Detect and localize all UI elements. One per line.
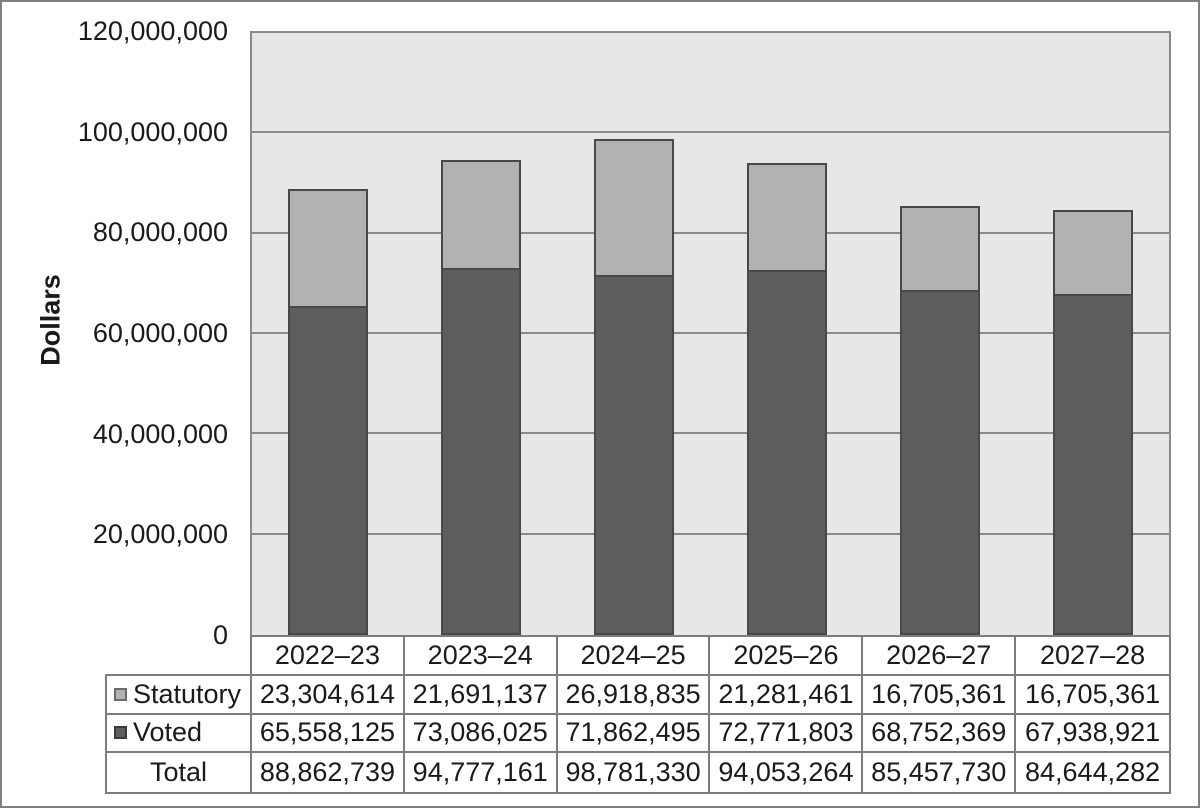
table-value-cell: 26,918,835 — [557, 676, 711, 715]
y-tick-label: 120,000,000 — [77, 16, 228, 46]
legend-swatch-voted-icon — [114, 726, 127, 740]
x-category-label: 2023–24 — [405, 637, 558, 674]
bar-segment-voted — [288, 306, 369, 635]
gridline — [252, 432, 1169, 435]
plot-area — [250, 31, 1171, 635]
data-table: Statutory 23,304,614 21,691,137 26,918,835 2… — [105, 674, 1171, 794]
table-value-cell: 23,304,614 — [252, 676, 405, 715]
y-tick-label: 40,000,000 — [92, 418, 228, 449]
bar-segment-statutory — [1052, 210, 1133, 295]
gridline — [252, 332, 1169, 334]
y-tick-label: 60,000,000 — [92, 318, 228, 348]
y-axis-tick-labels: 0 20,000,000 40,000,000 60,000,000 80,000,00… — [2, 17, 228, 649]
table-value-cell: 68,752,369 — [863, 714, 1017, 754]
bar-2024–25 — [558, 33, 711, 635]
bar-2027–28 — [1016, 33, 1169, 635]
bars-layer — [252, 33, 1169, 635]
bar-segment-statutory — [441, 159, 522, 269]
bar-segment-voted — [1052, 294, 1133, 635]
table-value-cell: 21,691,137 — [404, 676, 558, 715]
row-label-text: Total — [149, 757, 208, 788]
table-value-cell: 94,777,161 — [405, 753, 558, 792]
table-value-cell: 16,705,361 — [1016, 676, 1169, 715]
bar-segment-statutory — [288, 189, 369, 307]
bar-segment-statutory — [746, 163, 827, 270]
row-label-voted: Voted — [107, 714, 252, 754]
x-category-label: 2022–23 — [252, 637, 405, 674]
table-value-cell: 84,644,282 — [1025, 757, 1161, 788]
y-tick-label: 100,000,000 — [77, 116, 228, 147]
row-label-statutory: Statutory — [107, 676, 252, 715]
table-value-cell: 16,705,361 — [863, 676, 1017, 715]
bar-2026–27 — [863, 33, 1016, 635]
table-value-cell: 94,053,264 — [710, 753, 864, 792]
y-tick-label: 0 — [212, 620, 228, 650]
row-label-text: Voted — [133, 717, 203, 748]
bar-2025–26 — [710, 33, 863, 635]
row-label-total: Total — [107, 753, 252, 792]
bar-segment-voted — [746, 269, 827, 635]
gridline — [252, 131, 1169, 134]
bar-segment-statutory — [899, 206, 980, 291]
x-category-label: 2027–28 — [1040, 640, 1146, 670]
table-value-cell: 65,558,125 — [252, 714, 405, 754]
table-value-cell: 88,862,739 — [252, 753, 405, 792]
bar-segment-voted — [594, 274, 675, 635]
x-category-label: 2024–25 — [558, 637, 711, 674]
x-category-label: 2025–26 — [710, 637, 864, 674]
table-value-cell: 73,086,025 — [404, 714, 558, 754]
legend-swatch-statutory-icon — [114, 687, 127, 701]
y-tick-label: 80,000,000 — [92, 217, 228, 248]
x-axis-category-row: 2022–23 2023–24 2024–25 2025–26 2026–27 2027–… — [250, 635, 1171, 674]
y-tick-label: 20,000,000 — [92, 519, 228, 550]
x-category-label: 2026–27 — [863, 637, 1017, 674]
gridline — [252, 532, 1169, 535]
row-label-text: Statutory — [133, 678, 242, 709]
bar-2022–23 — [252, 33, 405, 635]
table-value-cell: 71,862,495 — [557, 714, 711, 754]
gridline — [252, 231, 1169, 234]
table-value-cell: 72,771,803 — [710, 714, 864, 754]
bar-segment-statutory — [594, 139, 675, 275]
bar-2023–24 — [405, 33, 558, 635]
table-value-cell: 21,281,461 — [710, 676, 864, 715]
table-value-cell: 85,457,730 — [863, 753, 1017, 792]
table-value-cell: 67,938,921 — [1016, 715, 1169, 754]
table-value-cell: 98,781,330 — [558, 753, 711, 792]
bar-segment-voted — [441, 268, 522, 635]
bar-segment-voted — [899, 290, 980, 635]
